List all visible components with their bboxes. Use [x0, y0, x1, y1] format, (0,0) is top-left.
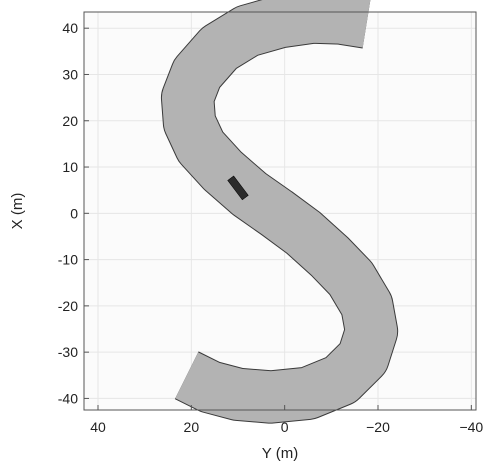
y-axis-label: X (m)	[9, 193, 26, 230]
y-tick-label: 10	[62, 159, 78, 175]
x-tick-labels: 40 20 0 −20 −40	[90, 405, 483, 435]
x-tick-label: 40	[90, 419, 106, 435]
y-tick-label: 20	[62, 113, 78, 129]
road-layer	[160, 0, 399, 424]
y-tick-label: 40	[62, 20, 78, 36]
vehicle-body	[227, 175, 249, 201]
x-tick-label: 0	[281, 419, 289, 435]
x-tick-label: −20	[366, 419, 390, 435]
y-tick-label: -30	[58, 344, 78, 360]
y-tick-label: 30	[62, 66, 78, 82]
y-tick-label: -20	[58, 298, 78, 314]
axes-box	[83, 11, 477, 411]
x-axis-label: Y (m)	[262, 445, 298, 462]
road-surface	[161, 0, 398, 423]
vehicle	[227, 175, 249, 201]
x-tick-label: −40	[459, 419, 483, 435]
y-tick-label: 0	[70, 205, 78, 221]
y-tick-labels: 40 30 20 10 0 -10 -20 -30 -40	[58, 20, 89, 406]
y-tick-label: -40	[58, 390, 78, 406]
x-tick-label: 20	[184, 419, 200, 435]
y-tick-label: -10	[58, 252, 78, 268]
axes-frame	[83, 11, 477, 411]
